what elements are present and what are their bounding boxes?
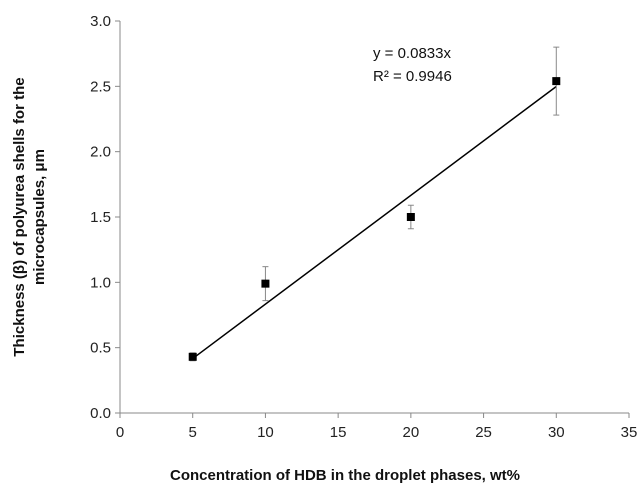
x-tick-label: 0	[116, 424, 124, 441]
data-points	[188, 77, 561, 361]
y-tick-label: 1.0	[90, 274, 111, 291]
trendline-r-squared: R² = 0.9946	[373, 68, 452, 85]
x-tick-label: 5	[189, 424, 197, 441]
data-point	[552, 77, 561, 86]
y-tick-label: 3.0	[90, 13, 111, 30]
y-axis-title: Thickness (β) of polyurea shells for the…	[11, 77, 48, 356]
x-axis-title: Concentration of HDB in the droplet phas…	[170, 467, 520, 484]
x-tick-label: 25	[475, 424, 492, 441]
y-axis-title-line-1: Thickness (β) of polyurea shells for the	[11, 77, 28, 356]
y-tick-label: 1.5	[90, 209, 111, 226]
x-tick-label: 35	[621, 424, 638, 441]
y-tick-label: 2.0	[90, 144, 111, 161]
data-point	[406, 213, 415, 221]
x-axis-ticks: 0 5 10 15 20 25 30 35	[116, 413, 638, 441]
x-tick-label: 10	[257, 424, 274, 441]
y-axis-title-line-2: microcapsules, μm	[31, 149, 48, 285]
y-tick-label: 0.5	[90, 340, 111, 357]
data-point	[261, 279, 270, 288]
y-tick-label: 0.0	[90, 405, 111, 422]
x-tick-label: 15	[330, 424, 347, 441]
trendline-equation: y = 0.0833x	[373, 45, 451, 62]
y-tick-label: 2.5	[90, 78, 111, 95]
x-tick-label: 30	[548, 424, 565, 441]
trendline	[192, 85, 557, 360]
x-tick-label: 20	[403, 424, 420, 441]
error-bars	[189, 46, 560, 362]
y-axis-ticks: 0.0 0.5 1.0 1.5 2.0 2.5 3.0	[90, 13, 120, 422]
data-point	[188, 352, 197, 361]
